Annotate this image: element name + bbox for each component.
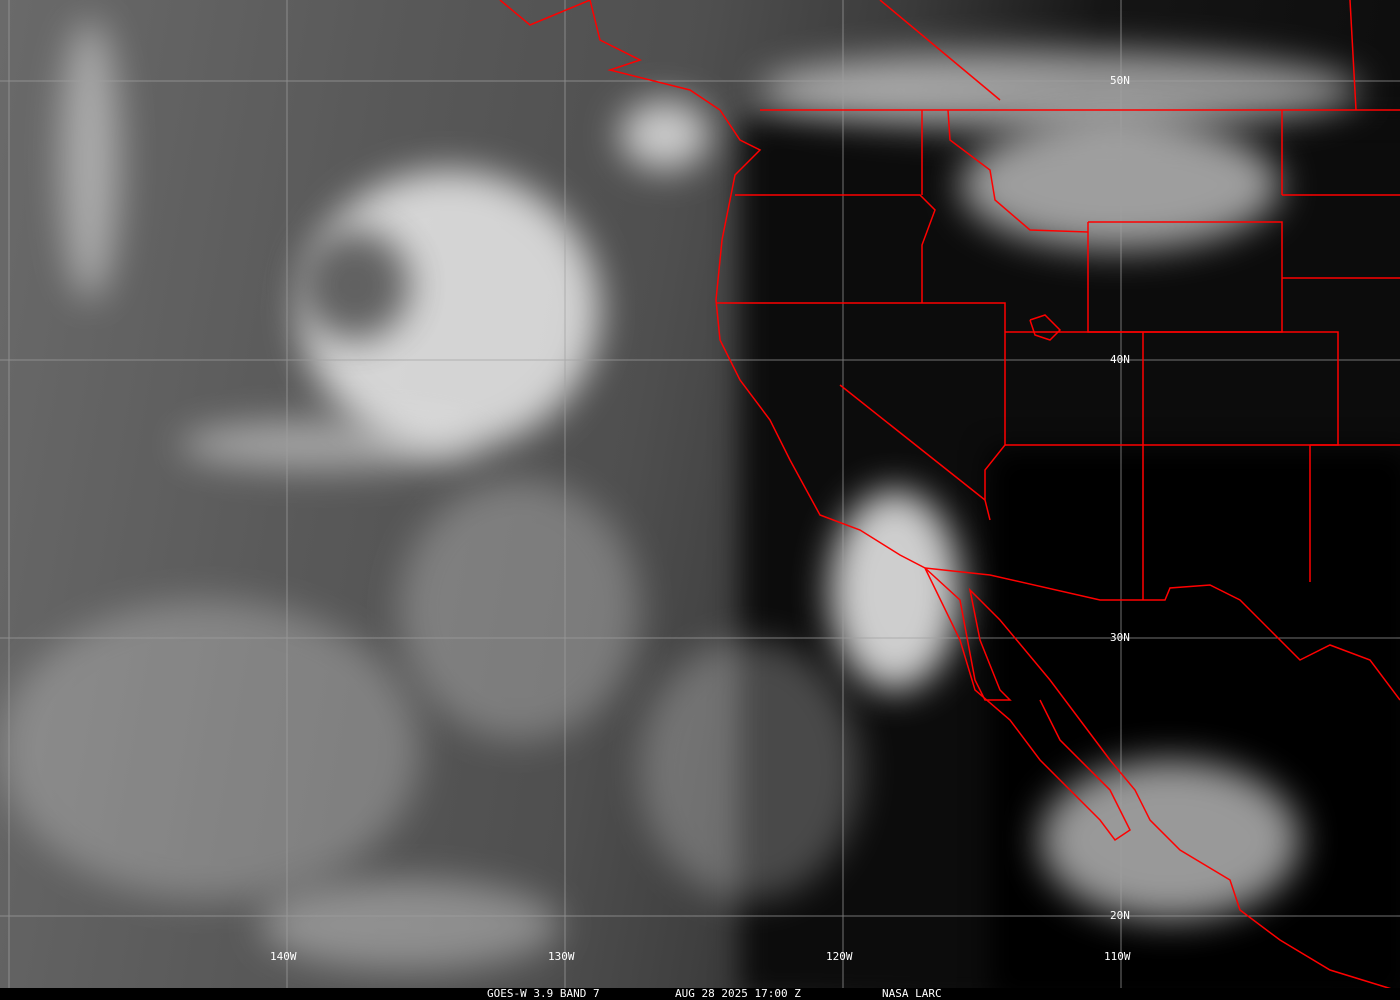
lat-label: 20N	[1110, 909, 1130, 922]
cloud-rockies	[960, 120, 1280, 250]
state-border	[1087, 221, 1283, 333]
cloud-socal	[830, 490, 960, 690]
great-salt-lake	[1029, 314, 1062, 341]
caption-bar: GOES-W 3.9 BAND 7 AUG 28 2025 17:00 Z NASA…	[0, 988, 1400, 1000]
lon-label: 120W	[826, 950, 853, 963]
cloud-nw	[620, 100, 710, 170]
cloud-north	[760, 50, 1360, 130]
lat-label: 30N	[1110, 631, 1130, 644]
baja-west-coast	[924, 567, 1131, 842]
state-border	[879, 0, 1001, 101]
state-border	[1349, 0, 1357, 111]
lon-label: 140W	[270, 950, 297, 963]
lon-label: 110W	[1104, 950, 1131, 963]
cloud-cyclone-center	[300, 230, 410, 340]
satellite-band: GOES-W 3.9 BAND 7	[487, 987, 600, 1000]
coastline	[499, 0, 1396, 991]
state-border	[1005, 331, 1339, 446]
lat-label: 40N	[1110, 353, 1130, 366]
cloud-south	[260, 880, 560, 970]
cloud-field	[0, 600, 420, 900]
state-border	[947, 109, 1089, 233]
cloud-swirl	[640, 640, 860, 900]
state-border	[716, 302, 1006, 521]
cloud-field	[400, 480, 640, 740]
timestamp: AUG 28 2025 17:00 Z	[675, 987, 801, 1000]
boundaries	[499, 0, 1400, 991]
cloud-band	[60, 20, 120, 300]
lat-label: 50N	[1110, 74, 1130, 87]
lon-label: 130W	[548, 950, 575, 963]
state-border	[735, 194, 936, 303]
state-border	[839, 384, 986, 501]
cloud-band	[180, 420, 480, 470]
source: NASA LARC	[882, 987, 942, 1000]
us-mexico-border	[924, 567, 1400, 701]
